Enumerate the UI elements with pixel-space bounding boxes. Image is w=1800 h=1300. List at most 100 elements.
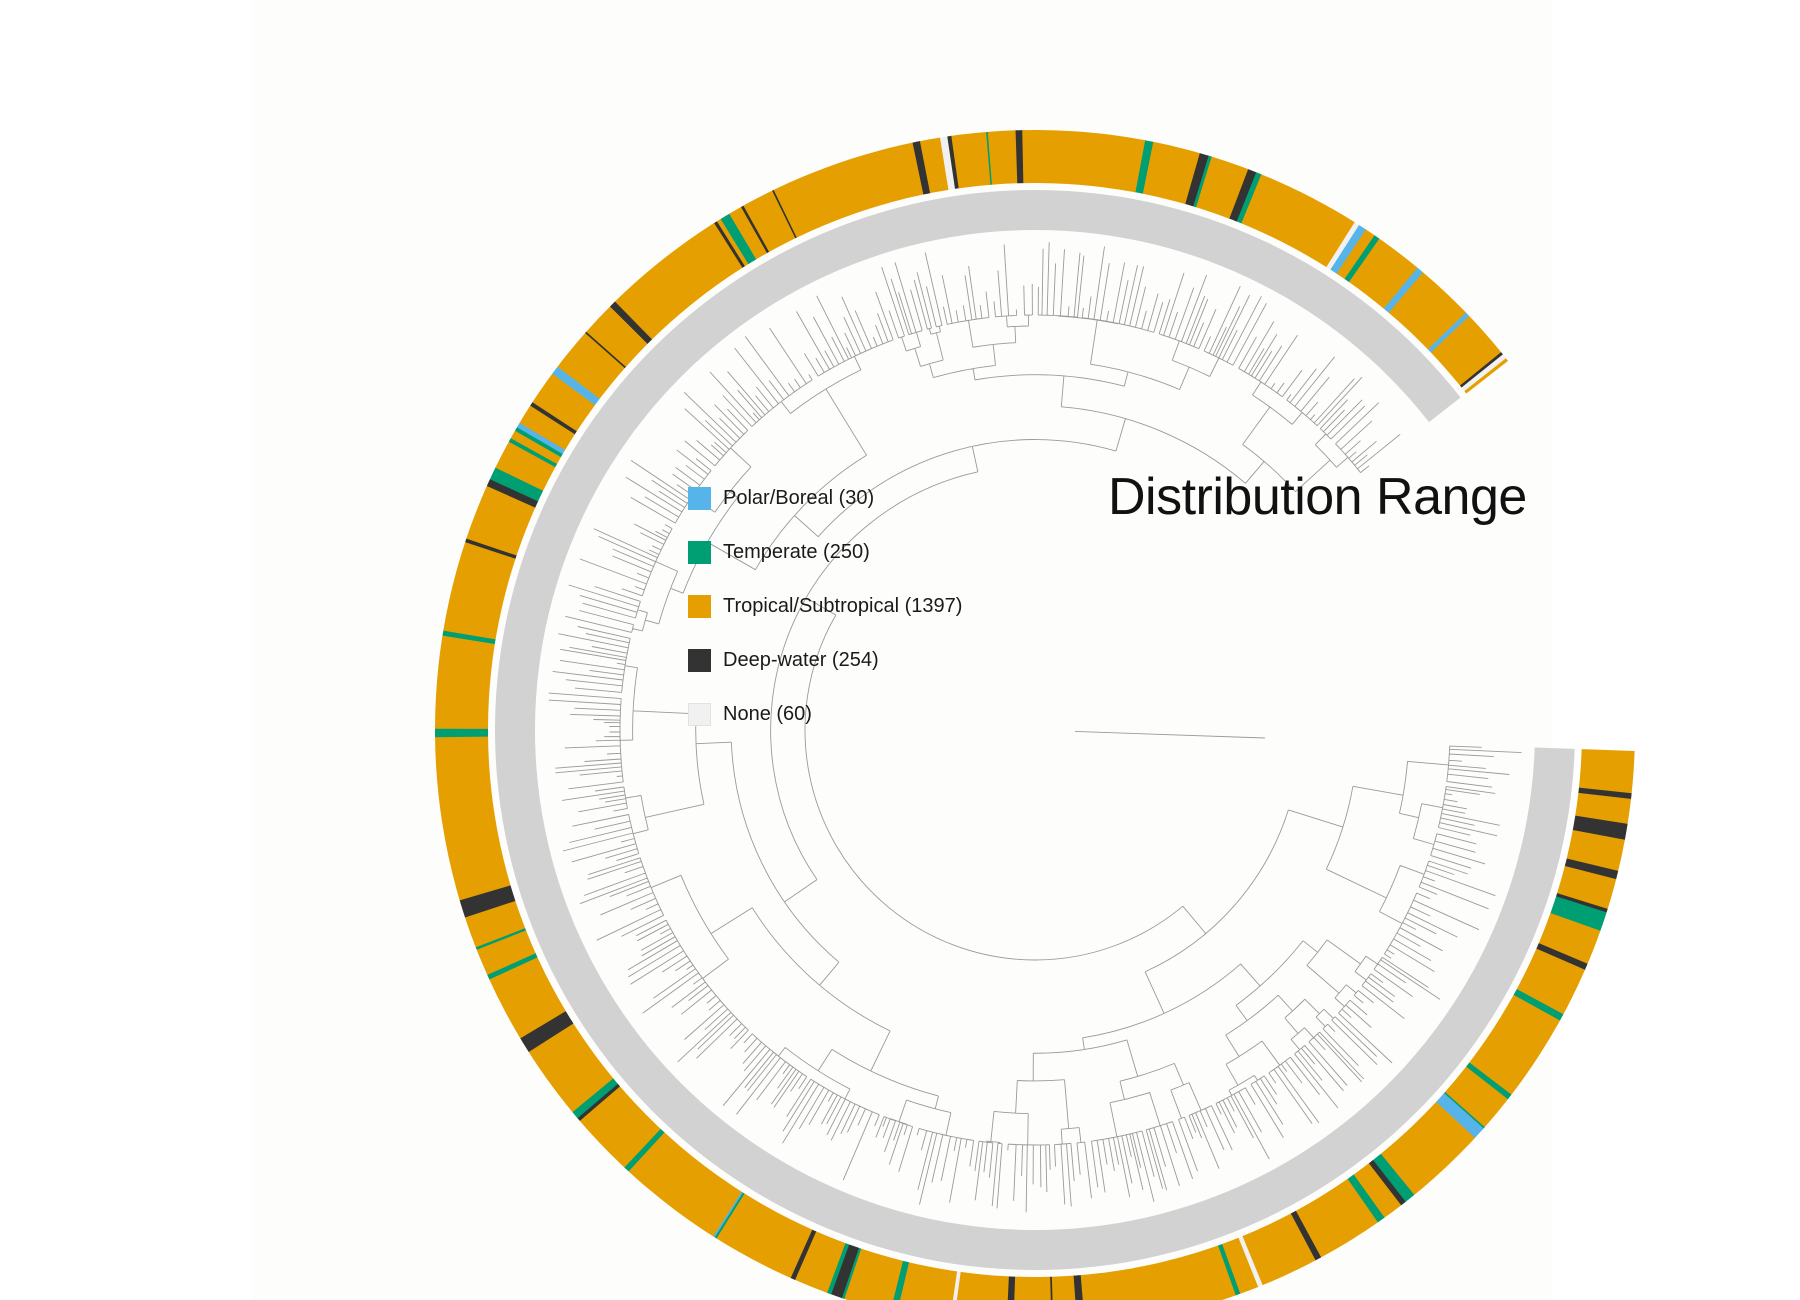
range-segment-tropical bbox=[1367, 253, 1418, 309]
range-segment-temperate bbox=[1550, 905, 1604, 932]
range-segment-tropical bbox=[579, 1086, 633, 1136]
range-segment-tropical bbox=[1578, 768, 1634, 794]
range-segment-tropical bbox=[1457, 348, 1502, 386]
range-segment-temperate bbox=[1193, 155, 1213, 208]
range-segment-tropical bbox=[456, 556, 512, 586]
range-segment-tropical bbox=[878, 142, 924, 202]
range-segment-tropical bbox=[1045, 1276, 1051, 1300]
range-segment-tropical bbox=[504, 986, 566, 1039]
range-segment-tropical bbox=[987, 130, 1018, 185]
range-segment-polar bbox=[516, 422, 566, 454]
range-segment-tropical bbox=[448, 845, 508, 889]
range-segment-tropical bbox=[435, 666, 492, 700]
range-segment-tropical bbox=[767, 1219, 813, 1279]
range-segment-tropical bbox=[1516, 978, 1570, 1015]
range-segment-tropical bbox=[614, 282, 671, 340]
range-segment-tropical bbox=[1142, 141, 1189, 202]
legend-item-tropical-subtropical: Tropical/Subtropical (1397) bbox=[688, 595, 962, 618]
range-segment-tropical bbox=[794, 1231, 846, 1293]
range-segment-tropical bbox=[716, 218, 749, 267]
range-segment-tropical bbox=[435, 695, 489, 729]
range-segment-tropical bbox=[1416, 300, 1458, 342]
legend-label-temperate: Temperate (250) bbox=[723, 541, 870, 563]
range-segment-deep bbox=[1229, 169, 1257, 222]
range-segment-temperate bbox=[508, 437, 558, 468]
range-segment-deep bbox=[830, 1244, 853, 1296]
range-segment-tropical bbox=[966, 131, 991, 187]
legend-swatch-none bbox=[688, 703, 711, 726]
range-segment-tropical bbox=[646, 1146, 707, 1210]
range-segment-tropical bbox=[438, 789, 495, 821]
range-segment-tropical bbox=[1464, 358, 1509, 394]
range-segment-tropical bbox=[1241, 174, 1273, 228]
distribution-range-ring bbox=[434, 130, 1635, 1300]
range-segment-temperate bbox=[714, 1192, 745, 1239]
range-segment-tropical bbox=[729, 206, 768, 260]
range-segment-tropical bbox=[1013, 1276, 1047, 1300]
range-segment-temperate bbox=[1344, 235, 1380, 283]
range-segment-tropical bbox=[956, 1271, 983, 1300]
range-segment-temperate bbox=[1554, 896, 1607, 917]
range-segment-tropical bbox=[1278, 192, 1314, 246]
range-segment-tropical bbox=[532, 373, 596, 432]
range-segment-polar bbox=[1427, 312, 1470, 353]
range-segment-tropical bbox=[824, 158, 869, 218]
range-segment-tropical bbox=[1003, 1276, 1009, 1300]
tip-ring-band bbox=[494, 189, 1575, 1270]
range-segment-tropical bbox=[1295, 1203, 1336, 1258]
range-segment-tropical bbox=[1348, 238, 1400, 296]
range-segment-tropical bbox=[1108, 1269, 1131, 1300]
range-segment-tropical bbox=[1308, 1193, 1355, 1250]
range-segment-tropical bbox=[519, 405, 576, 450]
range-segment-tropical bbox=[558, 1062, 614, 1113]
range-segment-tropical bbox=[456, 874, 511, 901]
range-segment-tropical bbox=[489, 957, 552, 1012]
range-segment-tropical bbox=[1388, 272, 1445, 331]
range-segment-deep bbox=[947, 135, 960, 189]
range-segment-tropical bbox=[586, 306, 648, 367]
range-segment-tropical bbox=[466, 905, 522, 936]
phylogenetic-tree bbox=[548, 242, 1522, 1213]
range-segment-tropical bbox=[1196, 156, 1227, 212]
range-segment-tropical bbox=[460, 541, 516, 573]
range-segment-tropical bbox=[979, 1274, 1005, 1300]
range-segment-tropical bbox=[1288, 198, 1333, 256]
range-segment-tropical bbox=[1543, 913, 1601, 952]
range-segment-deep bbox=[577, 1083, 621, 1121]
range-segment-deep bbox=[1290, 1210, 1322, 1261]
range-segment-tropical bbox=[1430, 315, 1482, 365]
range-segment-tropical bbox=[1441, 328, 1499, 383]
range-segment-deep bbox=[741, 205, 770, 254]
range-segment-polar bbox=[1330, 225, 1367, 274]
range-segment-deep bbox=[585, 331, 627, 369]
range-segment-deep bbox=[465, 538, 517, 559]
range-segment-temperate bbox=[489, 470, 542, 502]
range-segment-tropical bbox=[552, 1054, 601, 1095]
range-segment-polar bbox=[1435, 1095, 1481, 1139]
range-segment-tropical bbox=[1401, 1125, 1450, 1176]
range-segment-tropical bbox=[469, 523, 522, 547]
range-segment-tropical bbox=[1306, 208, 1355, 268]
range-segment-tropical bbox=[1393, 1135, 1438, 1184]
legend-swatch-deep-water bbox=[688, 649, 711, 672]
range-segment-tropical bbox=[899, 1262, 930, 1300]
range-segment-deep bbox=[714, 221, 746, 268]
range-segment-tropical bbox=[466, 528, 520, 556]
range-segment-temperate bbox=[720, 215, 754, 265]
range-segment-tropical bbox=[843, 1248, 867, 1300]
range-segment-tropical bbox=[1477, 1037, 1532, 1083]
range-segment-tropical bbox=[435, 736, 490, 767]
range-segment-tropical bbox=[1251, 178, 1303, 241]
range-segment-tropical bbox=[495, 441, 556, 491]
range-segment-deep bbox=[1368, 1160, 1406, 1206]
range-segment-temperate bbox=[1372, 1157, 1409, 1202]
legend-swatch-polar-boreal bbox=[688, 487, 711, 510]
range-segment-tropical bbox=[1269, 1213, 1316, 1273]
range-segment-temperate bbox=[493, 467, 544, 495]
range-segment-tropical bbox=[1495, 998, 1558, 1054]
legend-label-deep-water: Deep-water (254) bbox=[723, 649, 879, 671]
range-segment-deep bbox=[530, 401, 578, 435]
range-segment-tropical bbox=[1080, 1273, 1102, 1300]
range-segment-temperate bbox=[826, 1242, 850, 1295]
range-segment-tropical bbox=[436, 763, 492, 796]
